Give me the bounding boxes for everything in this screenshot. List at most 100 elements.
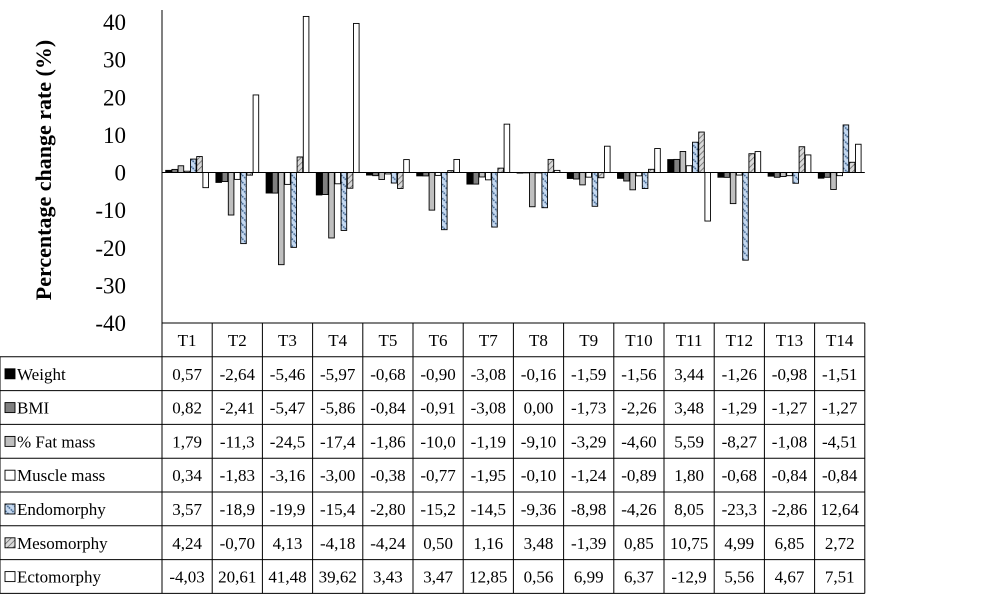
table-cell-value: -1,73 xyxy=(571,399,606,418)
category-label: T5 xyxy=(378,331,397,350)
table-cell-value: -19,9 xyxy=(270,500,305,519)
table-cell-value: -1,86 xyxy=(370,432,405,451)
table-cell-value: 2,72 xyxy=(825,534,855,553)
category-label: T7 xyxy=(479,331,498,350)
bar-weight xyxy=(416,172,423,177)
bar-endomorphy xyxy=(290,172,297,248)
table-cell-value: -1,19 xyxy=(471,432,506,451)
bar-fat-mass xyxy=(729,172,737,205)
y-tick-label: -10 xyxy=(95,198,126,223)
bar-ectomorphy xyxy=(353,22,360,173)
axes xyxy=(161,10,865,323)
bar-muscle-mass xyxy=(284,172,291,185)
bar-mesomorphy xyxy=(397,172,404,189)
bar-fat-mass xyxy=(579,172,586,186)
bar-bmi xyxy=(221,172,229,183)
table-cell-value: 6,37 xyxy=(624,568,654,587)
table-cell-value: -8,98 xyxy=(571,500,606,519)
category-label: T14 xyxy=(826,331,854,350)
bar-muscle-mass xyxy=(635,172,643,177)
bar-ectomorphy xyxy=(654,148,661,173)
table-cell-value: -18,9 xyxy=(220,500,255,519)
table-cell-value: -0,68 xyxy=(370,365,405,384)
y-axis-label: Percentage change rate (%) xyxy=(31,40,56,300)
bar-bmi xyxy=(472,172,480,185)
legend-label: Mesomorphy xyxy=(17,534,108,553)
bar-weight xyxy=(617,172,624,179)
table-cell-value: 0,50 xyxy=(423,534,453,553)
table-cell-value: 20,61 xyxy=(218,568,256,587)
data-table: T1 T2 T3 T4 T5 T6 T7 T8 T9 T10 T11 T12 T13 T14 Weight 0… xyxy=(4,331,859,587)
table-cell-value: -0,90 xyxy=(420,365,455,384)
table-cell-value: -1,39 xyxy=(571,534,606,553)
table-cell-value: 0,00 xyxy=(524,399,554,418)
bar-mesomorphy xyxy=(597,172,605,179)
table-cell-value: 8,05 xyxy=(674,500,704,519)
bar-endomorphy xyxy=(340,172,348,231)
table-cell-value: 6,85 xyxy=(775,534,805,553)
table-cell-value: -2,80 xyxy=(370,500,405,519)
table-cell-value: 7,51 xyxy=(825,568,855,587)
bar-fat-mass xyxy=(177,165,185,173)
bar-ectomorphy xyxy=(804,154,812,173)
legend-key xyxy=(4,537,16,549)
category-label: T12 xyxy=(726,331,753,350)
bar-weight xyxy=(717,172,724,178)
bar-muscle-mass xyxy=(234,172,241,180)
table-cell-value: -1,56 xyxy=(621,365,656,384)
table-cell-value: 5,59 xyxy=(674,432,704,451)
table-cell-value: -2,64 xyxy=(220,365,256,384)
bar-endomorphy xyxy=(390,172,398,184)
bar-muscle-mass xyxy=(685,165,693,173)
table-cell-value: 3,48 xyxy=(524,534,554,553)
legend-key xyxy=(4,571,16,583)
table-cell-value: -23,3 xyxy=(722,500,757,519)
bar-fat-mass xyxy=(278,172,285,266)
category-label: T1 xyxy=(178,331,197,350)
table-cell-value: -0,89 xyxy=(621,466,656,485)
table-cell-value: -5,47 xyxy=(270,399,306,418)
bar-mesomorphy xyxy=(196,156,203,173)
table-cell-value: -4,51 xyxy=(822,432,857,451)
bar-ectomorphy xyxy=(754,151,762,173)
bar-mesomorphy xyxy=(497,167,504,173)
bar-ectomorphy xyxy=(403,159,410,173)
bar-fat-mass xyxy=(428,172,436,211)
y-axis-ticks: 40 30 20 10 0 -10 -20 -30 -40 xyxy=(95,10,126,336)
table-cell-value: 41,48 xyxy=(268,568,306,587)
y-tick-label: 10 xyxy=(103,123,126,148)
bar-endomorphy xyxy=(842,124,850,173)
bar-endomorphy xyxy=(541,172,548,209)
legend-label: Ectomorphy xyxy=(17,568,102,587)
bar-ectomorphy xyxy=(302,15,310,173)
bar-weight xyxy=(817,172,825,179)
table-cell-value: 0,57 xyxy=(172,365,202,384)
table-cell-value: -24,5 xyxy=(270,432,305,451)
table-cell-value: -1,24 xyxy=(571,466,607,485)
bar-bmi xyxy=(824,172,831,178)
bar-endomorphy xyxy=(491,172,498,228)
category-label: T9 xyxy=(579,331,598,350)
bar-mesomorphy xyxy=(346,172,354,189)
table-cell-value: -3,29 xyxy=(571,432,606,451)
bar-mesomorphy xyxy=(748,153,755,173)
table-cell-value: 5,56 xyxy=(724,568,754,587)
table-cell-value: 0,34 xyxy=(172,466,202,485)
bar-ectomorphy xyxy=(604,145,611,173)
bar-mesomorphy xyxy=(798,146,806,173)
table-cell-value: -0,68 xyxy=(722,466,757,485)
bar-endomorphy xyxy=(190,158,197,173)
table-cell-value: -4,03 xyxy=(169,568,204,587)
table-cell-value: -1,08 xyxy=(772,432,807,451)
table-cell-value: 6,99 xyxy=(574,568,604,587)
legend-key xyxy=(4,435,16,447)
legend-label: % Fat mass xyxy=(17,432,95,451)
table-cell-value: 0,82 xyxy=(172,399,202,418)
y-tick-label: -30 xyxy=(95,273,126,298)
bar-endomorphy xyxy=(792,172,799,184)
table-cell-value: 4,13 xyxy=(273,534,303,553)
bar-endomorphy xyxy=(240,172,247,245)
table-cell-value: 3,57 xyxy=(172,500,202,519)
table-cell-value: -12,9 xyxy=(671,568,706,587)
table-cell-value: -3,16 xyxy=(270,466,305,485)
